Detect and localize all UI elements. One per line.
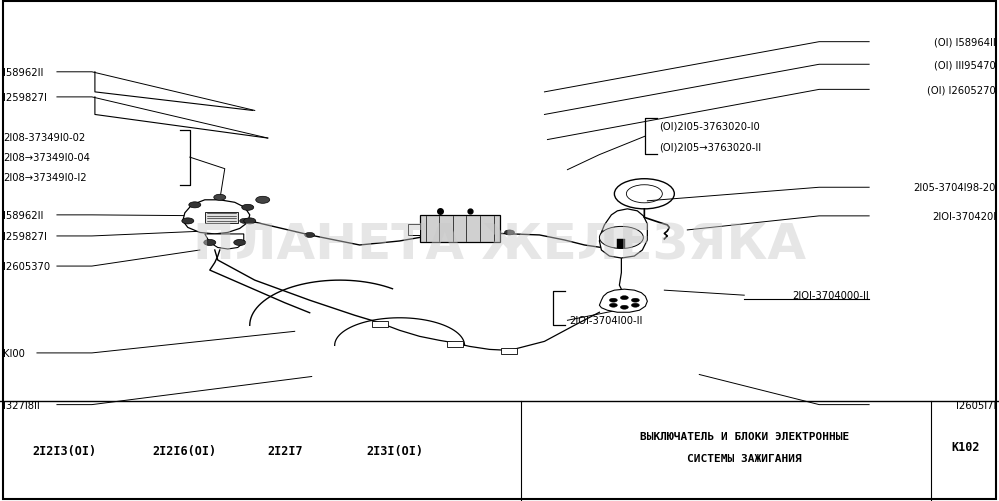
Text: (OI) I2605270: (OI) I2605270 — [927, 85, 996, 95]
Text: 2I3I(OI): 2I3I(OI) — [366, 444, 424, 457]
Text: 2I2I6(OI): 2I2I6(OI) — [153, 444, 217, 457]
Text: 2IOI-370420I: 2IOI-370420I — [932, 211, 996, 221]
Circle shape — [214, 195, 226, 201]
Text: 2I08→37349I0-04: 2I08→37349I0-04 — [3, 153, 90, 163]
Circle shape — [204, 240, 216, 246]
Text: 2IOI-3704I00-II: 2IOI-3704I00-II — [569, 316, 642, 326]
Text: (OI) III95470: (OI) III95470 — [934, 60, 996, 70]
Circle shape — [242, 205, 254, 211]
Text: (OI)2I05-3763020-I0: (OI)2I05-3763020-I0 — [659, 121, 760, 131]
Circle shape — [234, 240, 246, 246]
Text: 2I05-3704I98-20: 2I05-3704I98-20 — [914, 183, 996, 193]
Text: I58962II: I58962II — [3, 68, 43, 78]
Text: 2IOI-3704000-II: 2IOI-3704000-II — [792, 291, 869, 301]
Polygon shape — [599, 290, 647, 313]
Circle shape — [620, 306, 628, 310]
Bar — [447, 341, 463, 347]
Text: ПЛАНЕТА ЖЕЛЕЗЯКА: ПЛАНЕТА ЖЕЛЕЗЯКА — [193, 221, 806, 270]
Circle shape — [504, 230, 514, 235]
Bar — [372, 321, 388, 327]
Text: KI00: KI00 — [3, 348, 25, 358]
Bar — [408, 224, 420, 235]
Circle shape — [256, 197, 270, 204]
Polygon shape — [205, 234, 244, 249]
Text: I2605370: I2605370 — [3, 262, 50, 272]
Text: ВЫКЛЮЧАТЕЛЬ И БЛОКИ ЭЛЕКТРОННЫЕ: ВЫКЛЮЧАТЕЛЬ И БЛОКИ ЭЛЕКТРОННЫЕ — [639, 431, 849, 441]
Polygon shape — [205, 213, 238, 224]
Bar — [420, 215, 500, 243]
Text: I259827I: I259827I — [3, 231, 47, 241]
Circle shape — [609, 304, 617, 308]
Circle shape — [620, 296, 628, 300]
Text: 2I08-37349I0-02: 2I08-37349I0-02 — [3, 133, 85, 143]
Text: 2I2I3(OI): 2I2I3(OI) — [33, 444, 97, 457]
Text: K102: K102 — [952, 440, 980, 453]
Circle shape — [244, 218, 256, 224]
Text: 2I08→37349I0-I2: 2I08→37349I0-I2 — [3, 173, 87, 183]
Polygon shape — [599, 209, 647, 259]
Text: 2I2I7: 2I2I7 — [267, 444, 303, 457]
Text: СИСТЕМЫ ЗАЖИГАНИЯ: СИСТЕМЫ ЗАЖИГАНИЯ — [687, 453, 801, 463]
Text: (OI) I58964II: (OI) I58964II — [934, 38, 996, 48]
Circle shape — [631, 304, 639, 308]
Text: I259827I: I259827I — [3, 93, 47, 103]
Text: I327I8II: I327I8II — [3, 400, 40, 410]
Circle shape — [189, 202, 201, 208]
Text: (OI)2I05→3763020-II: (OI)2I05→3763020-II — [659, 142, 761, 152]
Circle shape — [599, 227, 643, 249]
Text: I58962II: I58962II — [3, 210, 43, 220]
Circle shape — [631, 299, 639, 303]
Bar — [501, 349, 517, 355]
Circle shape — [305, 233, 315, 238]
Bar — [617, 240, 625, 249]
Circle shape — [609, 299, 617, 303]
Circle shape — [240, 219, 250, 224]
Text: I2605I7I: I2605I7I — [956, 400, 996, 410]
Circle shape — [182, 218, 194, 224]
Polygon shape — [183, 200, 250, 234]
